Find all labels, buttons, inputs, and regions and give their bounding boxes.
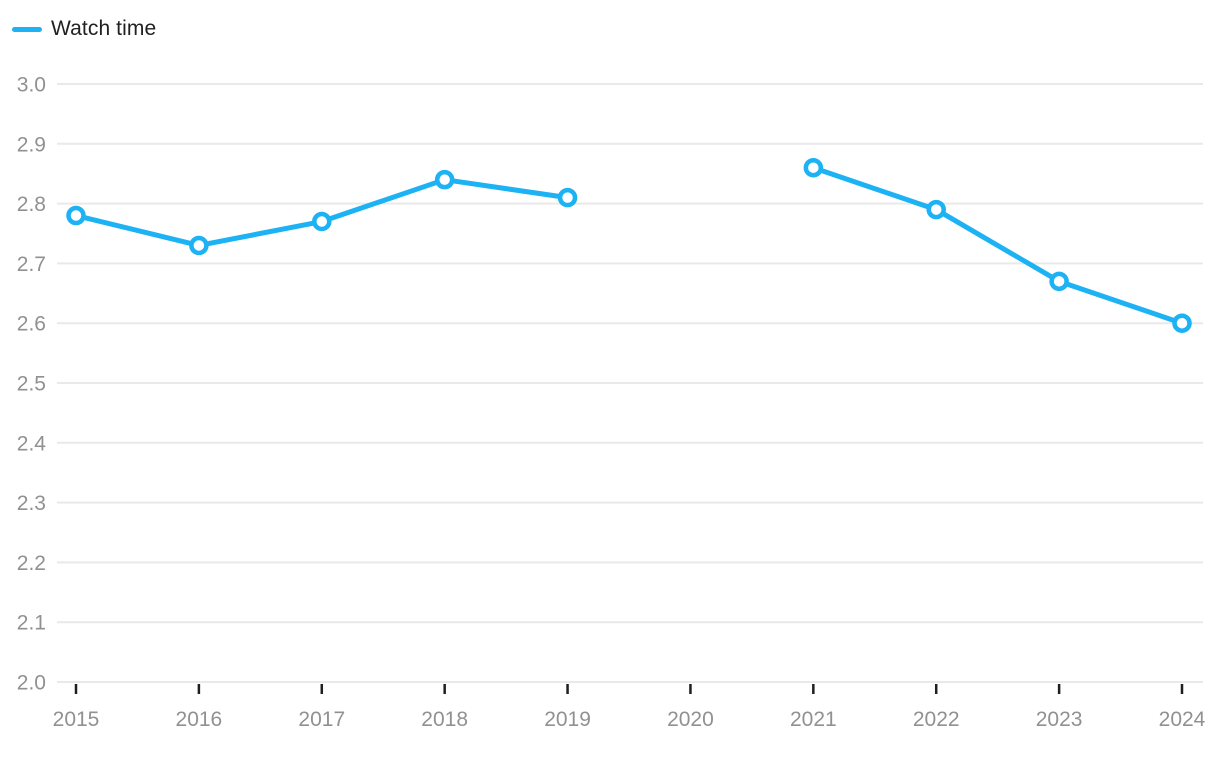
y-tick-label: 2.5 <box>17 373 46 396</box>
y-axis-labels: 3.0 2.9 2.8 2.7 2.6 2.5 2.4 2.3 2.2 2.1 2.0 <box>17 74 47 695</box>
x-tick-label: 2020 <box>667 708 714 731</box>
x-tick-label: 2022 <box>913 708 960 731</box>
y-tick-label: 2.3 <box>17 492 46 515</box>
x-tick-label: 2018 <box>421 708 468 731</box>
x-tick-label: 2015 <box>53 708 100 731</box>
y-tick-label: 2.4 <box>17 432 47 455</box>
y-tick-label: 2.1 <box>17 612 46 635</box>
data-point-marker <box>312 211 332 232</box>
data-point-marker <box>803 157 824 178</box>
data-point-marker <box>189 235 209 256</box>
x-axis-labels: 2015 2016 2017 2018 2019 2020 2021 2022 2023 2024 <box>53 708 1206 731</box>
line-segment <box>810 165 1185 326</box>
series-line <box>73 165 1185 326</box>
y-tick-label: 2.6 <box>17 313 46 336</box>
data-point-marker <box>1049 271 1069 292</box>
y-tick-label: 2.7 <box>17 253 46 276</box>
x-tick-label: 2023 <box>1036 708 1083 731</box>
data-point-marker <box>1172 313 1192 333</box>
y-tick-label: 2.0 <box>17 672 46 695</box>
data-point-marker <box>66 205 86 226</box>
x-tick-label: 2017 <box>298 708 345 731</box>
gridlines <box>57 83 1203 683</box>
y-tick-label: 2.9 <box>17 133 46 156</box>
y-tick-label: 2.8 <box>17 193 46 216</box>
legend-label: Watch time <box>51 17 157 40</box>
x-axis-ticks <box>74 684 1184 694</box>
legend: Watch time <box>12 17 156 41</box>
x-tick-label: 2024 <box>1159 708 1206 731</box>
y-tick-label: 2.2 <box>17 552 46 575</box>
legend-line-swatch <box>12 26 42 32</box>
x-tick-label: 2016 <box>176 708 223 731</box>
data-point-marker <box>557 187 578 208</box>
x-tick-label: 2019 <box>544 708 591 731</box>
data-point-markers <box>66 157 1192 333</box>
y-tick-label: 3.0 <box>17 74 46 97</box>
x-tick-label: 2021 <box>790 708 837 731</box>
data-point-marker <box>926 199 946 220</box>
data-point-marker <box>434 169 455 190</box>
